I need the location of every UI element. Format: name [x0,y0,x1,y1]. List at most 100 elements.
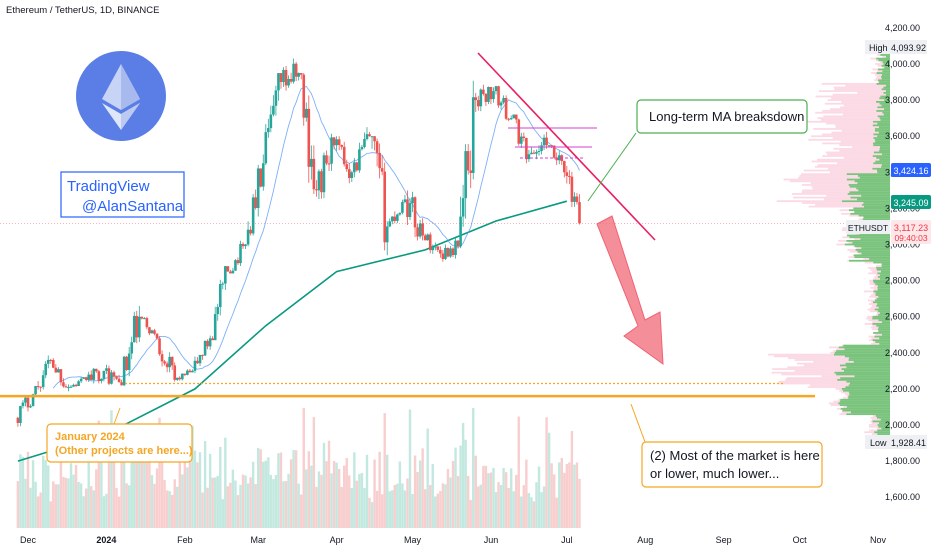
volume-bar [136,454,138,528]
volume-bar [146,462,148,528]
profile-bar-red [856,247,861,249]
volume-bar [270,475,272,528]
profile-bar-red [818,164,882,166]
profile-bar-red [840,209,849,211]
candle-body [305,109,308,118]
x-tick-label: Dec [20,535,37,545]
profile-bar-green [859,215,890,217]
candle-body [209,338,212,346]
profile-bar-red [835,388,841,390]
profile-bar-red [874,289,878,291]
profile-bar-green [863,218,890,220]
candle-body [257,168,260,208]
volume-bar [409,409,411,528]
profile-bar-green [846,413,890,415]
candle-body [416,227,419,236]
profile-bar-green [851,411,890,413]
candle-body [500,103,503,106]
candle-body [517,120,520,144]
candle-body [421,224,424,236]
profile-bar-red [839,150,879,152]
volume-bar [530,497,532,528]
profile-bar-red [813,188,857,190]
profile-bar-red [810,384,849,386]
volume-bar [386,455,388,528]
candle-body [477,100,480,106]
candle-body [515,115,518,120]
volume-bar [404,490,406,528]
candle-body [184,374,187,375]
volume-bar [343,466,345,528]
profile-bar-green [849,209,890,211]
profile-bar-green [846,366,890,368]
profile-bar-red [870,58,876,60]
profile-bar-green [847,173,890,175]
profile-bar-green [841,408,890,410]
candle-body [237,260,240,263]
volume-bar [424,489,426,528]
profile-bar-red [866,318,872,320]
candle-body [454,241,457,255]
profile-bar-red [868,300,875,302]
volume-bar [500,485,502,528]
profile-bar-green [880,117,890,119]
candle-body [533,153,536,154]
volume-bar [247,483,249,528]
profile-bar-red [863,258,869,260]
profile-bar-red [877,428,881,430]
candle-body [201,355,204,356]
candle-body [520,137,523,144]
volume-bar [389,491,391,528]
volume-bar [179,461,181,528]
profile-bar-green [856,188,890,190]
candle-body [128,354,131,370]
profile-bar-green [844,348,890,350]
profile-bar-red [813,361,853,363]
volume-bar [42,456,44,528]
volume-bar [67,478,69,528]
profile-bar-red [826,152,874,154]
candle-body [404,199,407,202]
candle-body [178,378,181,379]
y-tick-label: 3,600.00 [885,131,920,141]
profile-bar-green [838,402,890,404]
profile-bar-red [869,424,878,426]
volume-bar [72,475,74,528]
profile-bar-green [877,272,890,274]
candle-body [221,284,224,285]
candle-body [264,132,267,163]
volume-bar [217,476,219,528]
profile-bar-red [788,357,849,359]
candle-body [133,316,136,342]
profile-bar-red [833,401,839,403]
profile-bar-red [834,148,880,150]
profile-bar-green [884,114,890,116]
profile-bar-red [824,198,857,200]
volume-bar [125,483,127,528]
profile-bar-green [850,186,890,188]
profile-bar-red [822,83,877,85]
candle-body [34,386,37,394]
volume-bar [204,441,206,528]
volume-bar [224,438,226,528]
profile-bar-red [849,215,858,217]
volume-bar [176,487,178,528]
candle-body [512,115,515,119]
candle-body [480,90,483,107]
profile-bar-green [849,236,890,238]
profile-bar-green [878,79,890,81]
profile-bar-green [877,417,890,419]
profile-bar-green [883,87,890,89]
profile-bar-green [849,392,890,394]
candle-body [318,171,321,190]
profile-bar-green [874,291,890,293]
volume-bar [280,453,282,528]
profile-bar-green [869,258,890,260]
profile-bar-green [875,341,890,343]
candle-body [338,139,341,145]
profile-bar-green [877,298,890,300]
candle-body [72,385,75,387]
profile-bar-red [869,282,873,284]
candle-body [176,378,179,380]
